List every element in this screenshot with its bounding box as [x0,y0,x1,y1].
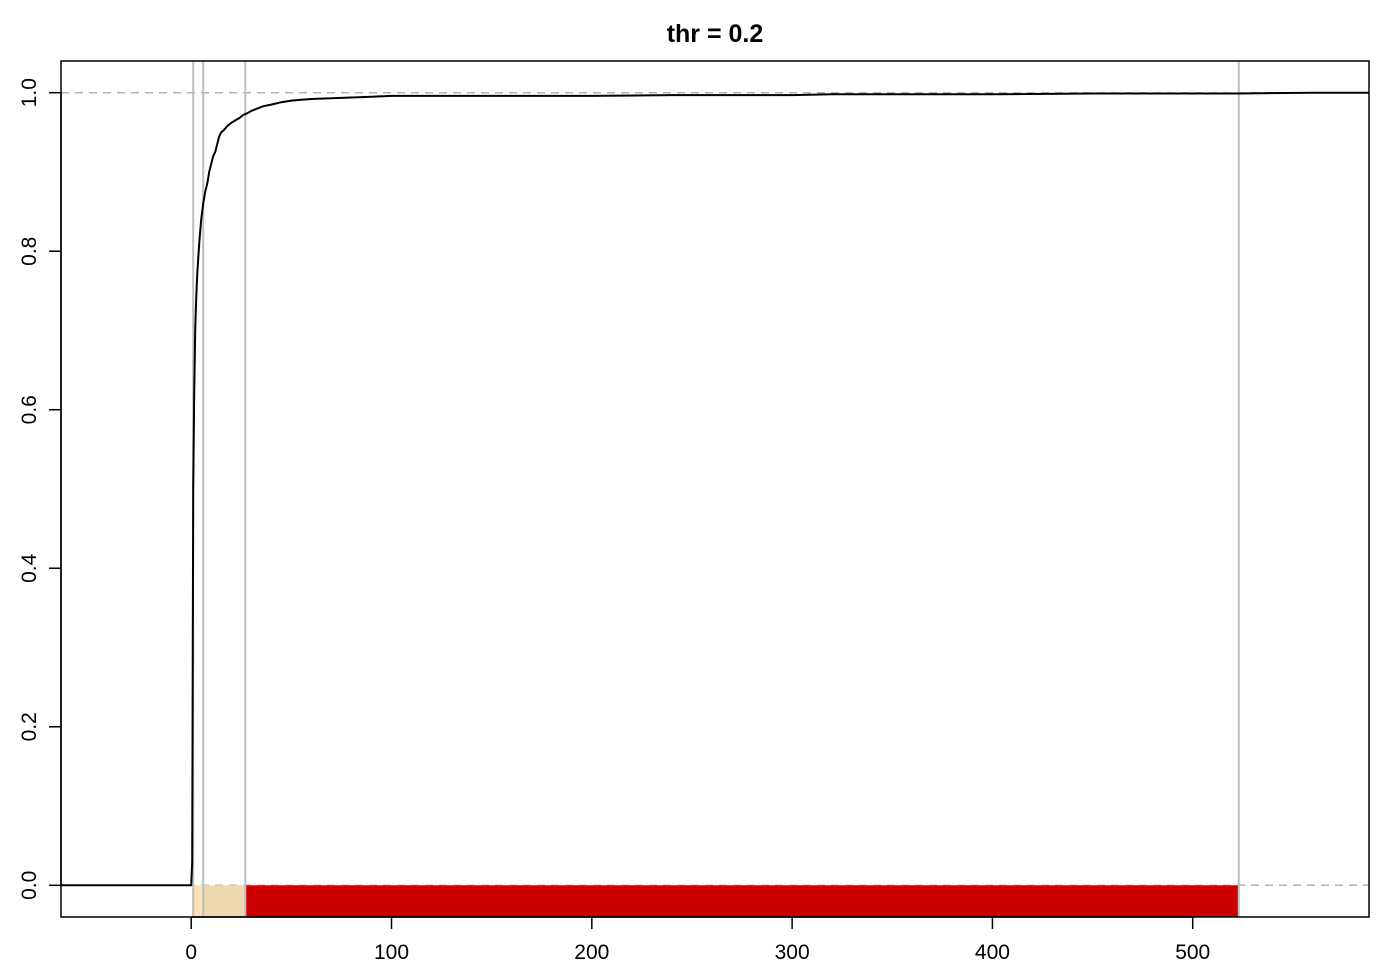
reference-lines [61,91,1369,887]
y-tick-label-0-8: 0.8 [18,237,41,266]
vertical-markers [192,61,1240,917]
y-tick-label-1: 1.0 [18,78,41,107]
chart-title: thr = 0.2 [667,20,764,48]
plot-frame [60,60,1370,918]
segment-bar-segment-3 [245,885,1239,917]
y-tick-label-0-2: 0.2 [18,712,41,741]
series-lines [61,91,1369,887]
axes: 0 100 200 300 400 500 0.0 0.2 0.4 0.6 0.8 1.0 [18,78,1210,964]
x-tick-label-400: 400 [975,941,1010,964]
series-line-cumulative [61,91,1369,887]
x-tick-label-300: 300 [775,941,810,964]
segment-bar-segment-1 [193,885,204,917]
x-tick-label-100: 100 [374,941,409,964]
y-tick-label-0: 0.0 [18,871,41,900]
segment-bars [193,885,1239,917]
x-tick-label-500: 500 [1175,941,1210,964]
segment-bar-segment-2 [203,885,246,917]
x-tick-label-0: 0 [185,941,197,964]
x-tick-label-200: 200 [574,941,609,964]
y-tick-label-0-4: 0.4 [18,553,41,583]
y-tick-label-0-6: 0.6 [18,395,41,424]
